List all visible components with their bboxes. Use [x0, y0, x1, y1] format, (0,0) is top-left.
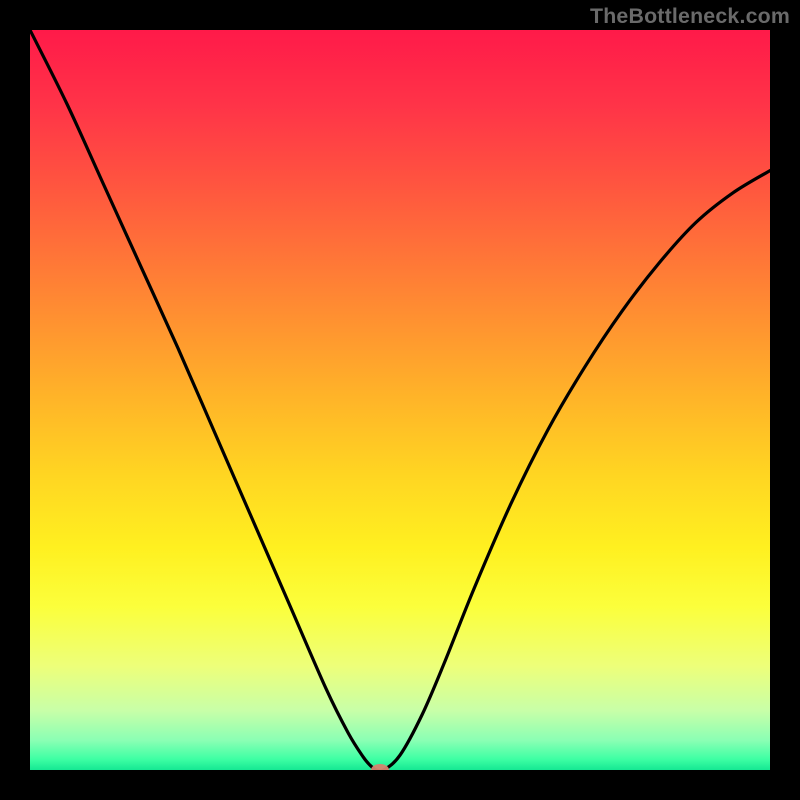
- gradient-background: [30, 30, 770, 770]
- chart-frame: TheBottleneck.com: [0, 0, 800, 800]
- chart-plot-area: [30, 30, 770, 770]
- chart-svg: [30, 30, 770, 770]
- watermark-text: TheBottleneck.com: [590, 4, 790, 29]
